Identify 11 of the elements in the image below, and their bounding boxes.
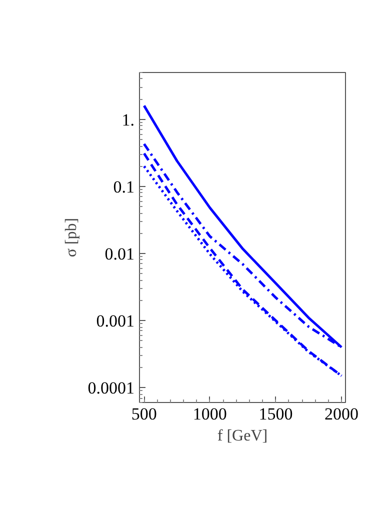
y-tick-label: 1. [122,110,134,130]
y-axis-title: σ [pb] [62,218,80,258]
x-tick-label: 1500 [258,404,293,424]
y-tick-label: 0.001 [96,312,134,331]
y-tick-label: 0.0001 [88,378,134,398]
x-tick-label: 1000 [192,404,227,424]
y-tick-label: 0.01 [104,244,134,264]
y-tick-label: 0.1 [113,177,134,196]
x-tick-label: 500 [131,404,157,424]
x-tick-label: 2000 [324,404,359,424]
x-axis-title: f [GeV] [217,428,268,444]
